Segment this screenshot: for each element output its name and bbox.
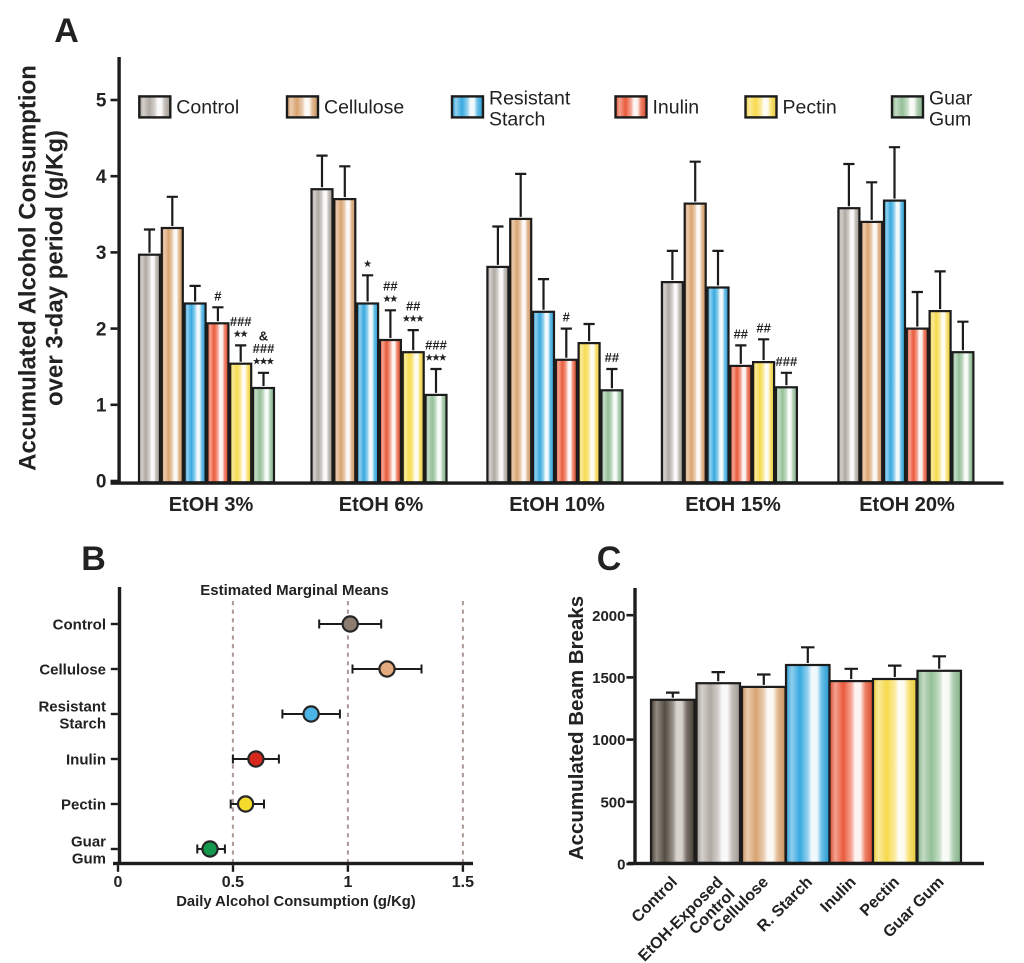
- svg-text:###: ###: [253, 341, 275, 356]
- svg-text:##: ##: [605, 350, 620, 365]
- svg-text:over 3-day period (g/Kg): over 3-day period (g/Kg): [41, 130, 68, 406]
- svg-text:Pectin: Pectin: [61, 796, 106, 813]
- svg-text:1.5: 1.5: [452, 874, 474, 891]
- svg-text:EtOH 15%: EtOH 15%: [685, 494, 781, 516]
- svg-text:C: C: [597, 540, 622, 578]
- svg-text:Cellulose: Cellulose: [324, 97, 404, 119]
- svg-text:Starch: Starch: [489, 109, 545, 131]
- svg-text:Resistant: Resistant: [38, 699, 106, 716]
- svg-text:Accumulated Beam Breaks: Accumulated Beam Breaks: [565, 596, 588, 860]
- svg-text:Inulin: Inulin: [817, 874, 859, 916]
- svg-text:B: B: [81, 540, 106, 578]
- svg-text:Accumulated Alcohol Consumptio: Accumulated Alcohol Consumption: [15, 65, 42, 471]
- svg-text:Guar: Guar: [929, 88, 973, 110]
- svg-text:##: ##: [406, 299, 421, 314]
- svg-text:##: ##: [756, 320, 771, 335]
- svg-text:Resistant: Resistant: [489, 88, 571, 110]
- svg-text:##: ##: [734, 326, 749, 341]
- svg-text:Gum: Gum: [929, 109, 971, 131]
- svg-text:0.5: 0.5: [222, 874, 244, 891]
- svg-text:Cellulose: Cellulose: [39, 661, 106, 678]
- svg-text:EtOH 3%: EtOH 3%: [169, 494, 254, 516]
- svg-text:0: 0: [617, 857, 625, 874]
- svg-text:Control: Control: [176, 97, 239, 119]
- svg-text:#: #: [214, 288, 222, 303]
- svg-text:&: &: [259, 329, 268, 344]
- svg-text:EtOH 6%: EtOH 6%: [339, 494, 424, 516]
- svg-text:Daily Alcohol Consumption (g/K: Daily Alcohol Consumption (g/Kg): [176, 894, 416, 910]
- svg-text:Guar: Guar: [71, 834, 106, 851]
- svg-text:Control: Control: [53, 616, 106, 633]
- svg-text:##: ##: [383, 279, 398, 294]
- svg-text:Inulin: Inulin: [653, 97, 700, 119]
- svg-text:Inulin: Inulin: [66, 751, 106, 768]
- svg-text:Pectin: Pectin: [783, 97, 837, 119]
- svg-text:Estimated Marginal Means: Estimated Marginal Means: [200, 582, 388, 599]
- svg-text:###: ###: [230, 314, 252, 329]
- svg-text:5: 5: [96, 91, 107, 112]
- svg-text:Starch: Starch: [59, 716, 106, 733]
- svg-text:EtOH 10%: EtOH 10%: [509, 494, 605, 516]
- svg-text:###: ###: [425, 337, 447, 352]
- svg-text:1: 1: [96, 396, 107, 417]
- svg-text:2000: 2000: [592, 608, 625, 625]
- svg-text:###: ###: [776, 354, 798, 369]
- svg-text:1: 1: [343, 874, 352, 891]
- svg-text:A: A: [54, 12, 79, 50]
- svg-text:#: #: [563, 310, 571, 325]
- svg-text:1500: 1500: [592, 670, 625, 687]
- svg-text:Gum: Gum: [72, 851, 106, 868]
- svg-text:0: 0: [96, 472, 107, 493]
- svg-text:0: 0: [114, 874, 123, 891]
- svg-text:4: 4: [96, 167, 107, 188]
- svg-text:3: 3: [96, 243, 107, 264]
- svg-text:EtOH 20%: EtOH 20%: [859, 494, 955, 516]
- svg-text:500: 500: [600, 794, 625, 811]
- svg-text:1000: 1000: [592, 732, 625, 749]
- svg-text:2: 2: [96, 319, 107, 340]
